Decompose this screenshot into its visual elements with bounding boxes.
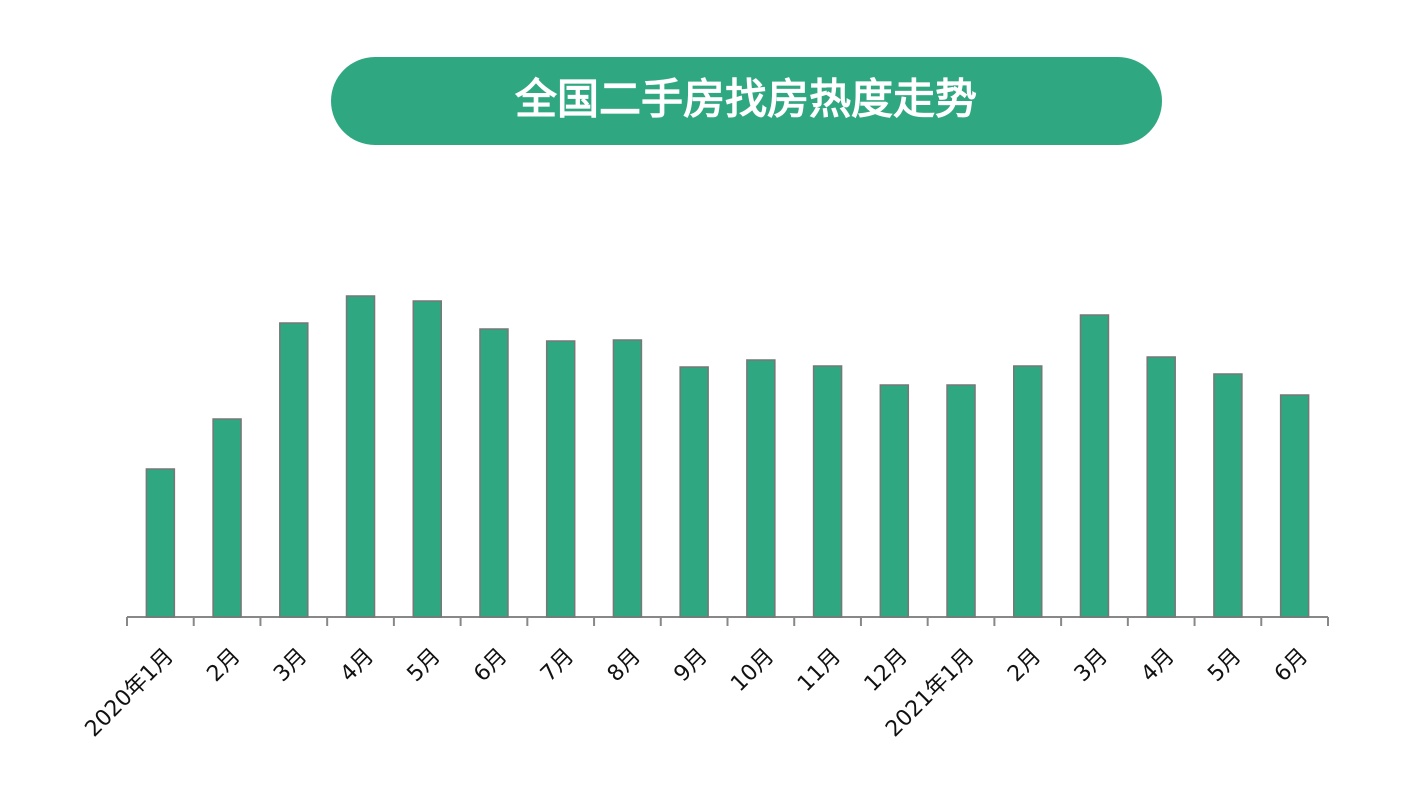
x-tick-label: 10月 <box>726 644 779 697</box>
bar <box>679 366 709 618</box>
bar <box>145 468 176 618</box>
bar <box>1079 314 1110 618</box>
x-tick-label: 2月 <box>1003 644 1046 687</box>
x-tick-label: 3月 <box>1070 644 1113 687</box>
bar <box>545 340 576 618</box>
bar <box>1146 356 1176 618</box>
x-tick-label: 6月 <box>469 644 512 687</box>
bar <box>1279 394 1310 618</box>
chart-title: 全国二手房找房热度走势 <box>514 75 977 124</box>
bar <box>946 384 976 618</box>
bar <box>1013 365 1043 618</box>
x-tick-label: 2020年1月 <box>81 644 179 742</box>
x-tick-label: 8月 <box>603 644 646 687</box>
x-tick-label: 2月 <box>202 644 245 687</box>
bar <box>479 328 509 618</box>
bar <box>612 339 643 618</box>
x-tick-label: 6月 <box>1270 644 1313 687</box>
x-tick-label: 11月 <box>793 644 846 697</box>
bar <box>812 365 843 618</box>
bar <box>879 384 910 618</box>
bar <box>279 322 309 618</box>
x-tick-label: 5月 <box>1203 644 1246 687</box>
x-tick-label: 9月 <box>669 644 712 687</box>
x-tick-label: 12月 <box>860 644 913 697</box>
bar <box>345 295 376 618</box>
x-tick-label: 5月 <box>403 644 446 687</box>
x-tick-label: 4月 <box>336 644 379 687</box>
bar <box>1213 373 1243 618</box>
x-tick-label: 4月 <box>1137 644 1180 687</box>
bar <box>212 418 242 618</box>
title-banner <box>331 57 1162 145</box>
x-tick-label: 7月 <box>536 644 579 687</box>
x-tick-label: 3月 <box>269 644 312 687</box>
bar <box>412 300 442 618</box>
bar <box>746 359 776 618</box>
